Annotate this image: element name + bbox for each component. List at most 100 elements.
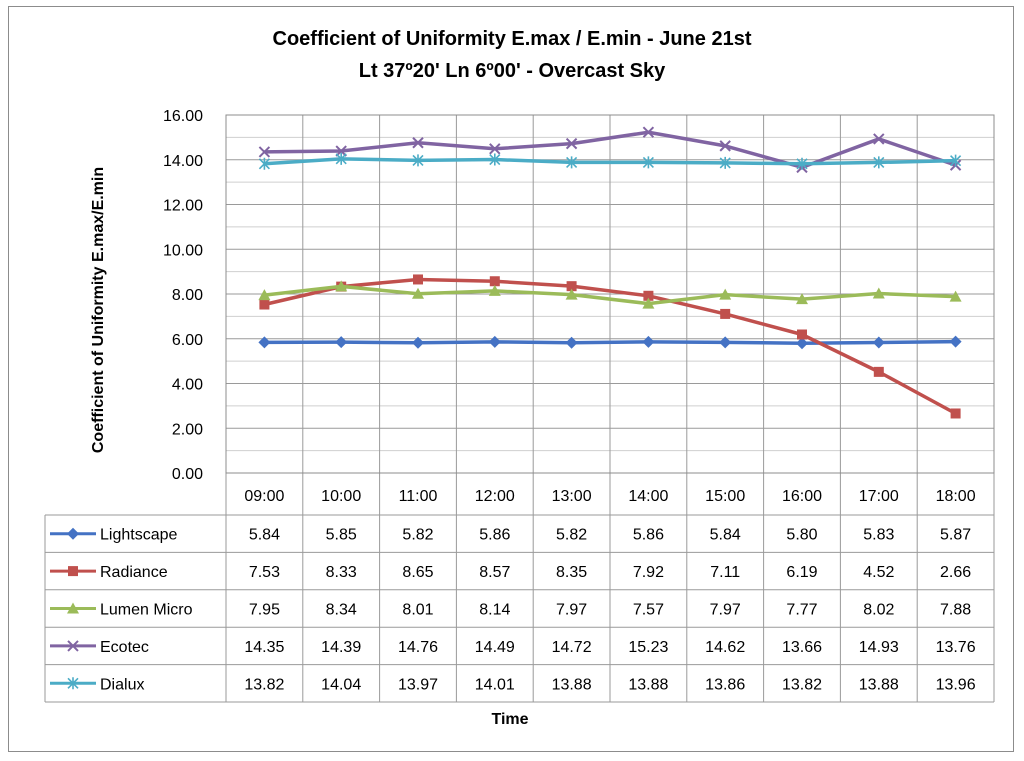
table-cell-ecotec: 13.76: [936, 639, 976, 656]
table-cell-lumen-micro: 7.77: [786, 602, 817, 619]
table-cell-radiance: 8.57: [479, 564, 510, 581]
y-tick-label: 16.00: [163, 108, 203, 125]
table-cell-dialux: 13.82: [782, 676, 822, 693]
data-point-lightscape: [719, 336, 732, 349]
y-tick-label: 8.00: [172, 287, 203, 304]
data-point-ecotec: [719, 140, 731, 152]
x-tick-label: 18:00: [936, 488, 976, 505]
y-tick-label: 4.00: [172, 377, 203, 394]
data-point-dialux: [412, 154, 424, 167]
data-point-lightscape: [488, 335, 501, 348]
table-cell-ecotec: 15.23: [628, 639, 668, 656]
data-point-ecotec: [258, 146, 271, 158]
table-cell-radiance: 6.19: [786, 564, 817, 581]
table-cell-lightscape: 5.82: [556, 527, 587, 544]
data-point-lightscape: [258, 336, 271, 349]
x-axis-title: Time: [491, 711, 528, 728]
y-tick-label: 2.00: [172, 421, 203, 438]
table-cell-lightscape: 5.84: [710, 527, 741, 544]
x-tick-label: 12:00: [475, 488, 515, 505]
series-line-lightscape: [264, 339, 956, 345]
data-point-lightscape: [412, 336, 424, 349]
data-point-dialux: [566, 156, 578, 169]
data-point-lightscape: [642, 335, 655, 348]
data-point-lumen-micro: [872, 287, 885, 299]
y-tick-label: 12.00: [163, 198, 203, 215]
legend-label-dialux: Dialux: [100, 676, 144, 693]
y-tick-label: 6.00: [172, 332, 203, 349]
data-point-dialux: [873, 156, 885, 169]
table-cell-ecotec: 14.72: [552, 639, 592, 656]
table-cell-dialux: 13.86: [705, 676, 745, 693]
data-point-radiance: [950, 408, 961, 419]
table-cell-ecotec: 13.66: [782, 639, 822, 656]
table-cell-lightscape: 5.80: [786, 527, 817, 544]
data-point-dialux: [642, 156, 654, 169]
data-point-radiance: [643, 290, 654, 301]
table-cell-lumen-micro: 7.97: [556, 602, 587, 619]
data-point-dialux: [335, 152, 347, 165]
table-cell-ecotec: 14.35: [244, 639, 284, 656]
table-cell-dialux: 14.04: [321, 676, 361, 693]
table-cell-dialux: 13.96: [936, 676, 976, 693]
table-cell-ecotec: 14.62: [705, 639, 745, 656]
data-point-dialux: [258, 157, 270, 170]
table-cell-lumen-micro: 8.01: [402, 602, 433, 619]
series-line-lumen-micro: [264, 284, 956, 306]
data-point-lumen-micro: [719, 288, 732, 300]
table-cell-lightscape: 5.85: [326, 527, 357, 544]
data-point-dialux: [950, 154, 962, 167]
plot-area: [225, 114, 995, 474]
table-cell-lumen-micro: 7.88: [940, 602, 971, 619]
table-cell-lightscape: 5.87: [940, 527, 971, 544]
x-tick-label: 16:00: [782, 488, 822, 505]
series-line-ecotec: [264, 130, 957, 170]
legend-label-lumen-micro: Lumen Micro: [100, 602, 193, 619]
data-point-radiance: [489, 276, 500, 287]
table-cell-lightscape: 5.83: [863, 527, 894, 544]
data-point-ecotec: [873, 133, 885, 145]
legend-marker-lightscape: [67, 527, 79, 540]
x-tick-label: 14:00: [628, 488, 668, 505]
table-cell-radiance: 7.11: [710, 564, 740, 581]
x-tick-label: 15:00: [705, 488, 745, 505]
table-cell-lumen-micro: 7.95: [249, 602, 280, 619]
data-point-radiance: [413, 274, 423, 285]
table-cell-radiance: 7.53: [249, 564, 280, 581]
data-point-ecotec: [565, 137, 578, 150]
table-cell-lumen-micro: 8.14: [479, 602, 510, 619]
table-cell-lightscape: 5.86: [633, 527, 664, 544]
table-cell-dialux: 13.88: [859, 676, 899, 693]
table-cell-ecotec: 14.49: [475, 639, 515, 656]
table-cell-lumen-micro: 8.02: [863, 602, 894, 619]
legend-marker-radiance: [68, 566, 78, 577]
data-point-dialux: [719, 156, 731, 169]
x-tick-label: 11:00: [399, 488, 438, 505]
table-cell-radiance: 8.33: [326, 564, 357, 581]
y-tick-label: 0.00: [172, 466, 203, 483]
table-cell-dialux: 13.88: [628, 676, 668, 693]
table-cell-lumen-micro: 8.34: [326, 602, 357, 619]
table-cell-ecotec: 14.39: [321, 639, 361, 656]
x-tick-label: 09:00: [244, 488, 284, 505]
data-point-radiance: [259, 299, 270, 310]
data-point-radiance: [720, 308, 731, 319]
table-cell-lightscape: 5.86: [479, 527, 510, 544]
table-cell-dialux: 13.82: [244, 676, 284, 693]
table-cell-ecotec: 14.93: [859, 639, 899, 656]
data-point-lightscape: [335, 336, 348, 349]
data-point-ecotec: [642, 126, 655, 138]
data-point-lumen-micro: [796, 293, 808, 305]
chart-title: Coefficient of Uniformity E.max / E.min …: [272, 28, 752, 50]
data-point-lumen-micro: [412, 287, 424, 299]
data-point-lightscape: [949, 335, 962, 348]
data-point-dialux: [489, 153, 501, 166]
table-cell-dialux: 14.01: [475, 676, 515, 693]
legend-marker-dialux: [67, 677, 79, 690]
table-cell-dialux: 13.88: [552, 676, 592, 693]
data-point-ecotec: [412, 137, 424, 149]
data-point-radiance: [797, 329, 807, 340]
data-point-lightscape: [796, 337, 808, 350]
table-cell-lightscape: 5.84: [249, 527, 280, 544]
